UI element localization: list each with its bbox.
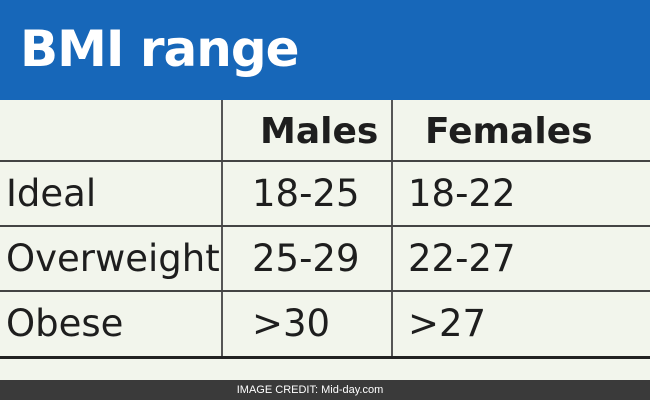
female-range: >27: [408, 302, 487, 345]
row-label: Overweight: [6, 237, 220, 280]
row-label: Obese: [6, 302, 124, 345]
footer-bar: [0, 380, 650, 400]
female-range: 22-27: [408, 237, 516, 280]
male-range: 18-25: [252, 172, 360, 215]
row-divider: [0, 225, 650, 227]
table-bottom-rule: [0, 356, 650, 359]
female-range: 18-22: [408, 172, 516, 215]
row-divider: [0, 160, 650, 162]
column-header: Females: [425, 111, 593, 152]
column-header: Males: [260, 111, 379, 152]
title-banner: [0, 0, 650, 100]
male-range: 25-29: [252, 237, 360, 280]
column-divider: [391, 100, 393, 358]
row-label: Ideal: [6, 172, 97, 215]
row-divider: [0, 290, 650, 292]
male-range: >30: [252, 302, 331, 345]
image-credit: IMAGE CREDIT: Mid-day.com: [236, 384, 384, 396]
title: BMI range: [20, 20, 300, 78]
column-divider: [221, 100, 223, 358]
